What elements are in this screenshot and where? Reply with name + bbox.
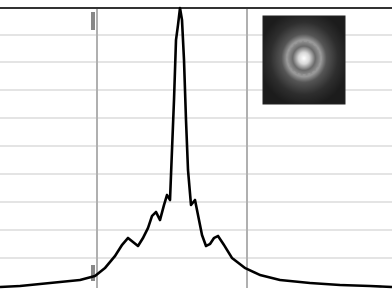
inset-image <box>263 16 345 104</box>
cursor-handle <box>91 265 95 281</box>
spectrum-panel <box>0 0 392 292</box>
cursor-handle <box>91 12 95 30</box>
